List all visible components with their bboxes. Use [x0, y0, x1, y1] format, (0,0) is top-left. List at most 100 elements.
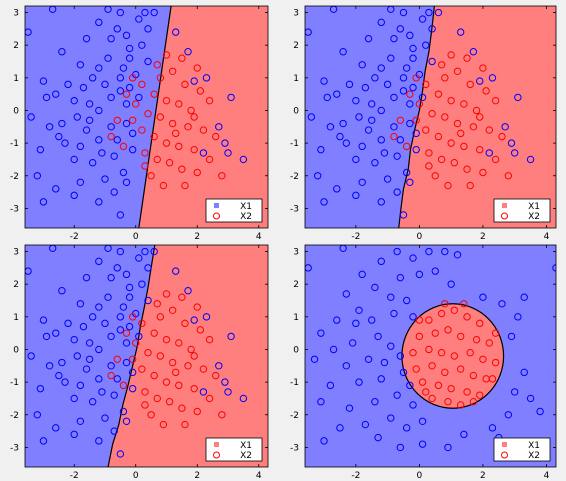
data-point-x1	[199, 149, 208, 157]
data-point-x1	[58, 119, 66, 128]
x-tick-label: 0	[133, 471, 139, 481]
data-point-x1	[135, 15, 143, 23]
data-point-x1	[371, 159, 379, 167]
data-point-x1	[412, 145, 420, 154]
data-point-x1	[326, 381, 335, 390]
data-point-x1	[345, 80, 354, 89]
data-point-x2	[482, 87, 490, 95]
data-point-x2	[422, 388, 430, 396]
legend-marker-x2	[501, 212, 508, 220]
data-point-x2	[415, 100, 424, 108]
data-point-x2	[463, 54, 471, 62]
data-point-x2	[504, 172, 513, 180]
data-point-x1	[125, 293, 134, 301]
y-tick-label: -1	[10, 378, 19, 388]
data-point-x2	[113, 355, 121, 363]
data-point-x1	[79, 322, 88, 331]
data-point-x1	[76, 61, 85, 69]
data-point-x1	[460, 430, 468, 439]
data-point-x2	[479, 64, 487, 72]
legend-box	[493, 437, 551, 462]
data-point-x2	[428, 362, 436, 370]
data-point-x1	[98, 388, 106, 396]
data-point-x1	[95, 375, 103, 383]
data-point-x2	[190, 384, 198, 393]
data-point-x2	[437, 155, 446, 164]
x-tick-label: 2	[194, 471, 200, 481]
legend-marker-x1	[502, 442, 507, 447]
data-point-x2	[425, 162, 433, 170]
data-point-x1	[364, 126, 373, 134]
data-point-x2	[175, 100, 183, 108]
data-point-x1	[116, 8, 125, 17]
data-point-x1	[70, 96, 78, 105]
data-point-x1	[119, 168, 128, 177]
data-point-x1	[110, 391, 118, 399]
data-point-x2	[485, 339, 493, 347]
data-point-x1	[95, 437, 103, 445]
data-point-x2	[159, 420, 168, 429]
data-point-x1	[239, 155, 248, 164]
data-point-x1	[119, 407, 128, 416]
data-point-x2	[437, 349, 446, 357]
data-point-x1	[70, 335, 78, 344]
data-point-x1	[101, 175, 109, 183]
data-point-x1	[361, 420, 370, 429]
data-point-x1	[406, 100, 414, 108]
data-point-x1	[73, 113, 81, 121]
data-point-x1	[358, 178, 366, 186]
data-point-x2	[181, 420, 189, 429]
data-point-x2	[396, 116, 405, 124]
legend-label-x2: X2	[240, 451, 252, 461]
data-point-x1	[116, 313, 125, 321]
data-point-x1	[36, 145, 45, 154]
data-point-x2	[491, 358, 500, 367]
data-point-x1	[95, 257, 103, 266]
data-point-x2	[153, 300, 161, 308]
data-point-x1	[320, 437, 328, 445]
data-point-x2	[181, 319, 189, 328]
data-point-x1	[345, 404, 354, 412]
data-point-x2	[162, 96, 171, 105]
data-point-x1	[485, 149, 493, 157]
data-point-x1	[498, 300, 506, 308]
data-point-x1	[107, 362, 115, 370]
data-point-x1	[409, 401, 417, 409]
data-point-x2	[460, 300, 468, 308]
x-tick-label: 0	[417, 471, 423, 481]
data-point-x2	[447, 139, 455, 147]
data-point-x1	[396, 136, 405, 144]
data-point-x2	[466, 181, 474, 190]
data-point-x1	[441, 247, 449, 256]
data-point-x1	[399, 87, 408, 95]
data-point-x1	[380, 149, 389, 157]
data-point-x1	[479, 293, 487, 301]
data-point-x1	[125, 54, 134, 62]
data-point-x1	[144, 296, 152, 305]
data-point-x1	[409, 54, 417, 62]
x-tick-label: 2	[480, 471, 486, 481]
data-point-x2	[479, 355, 487, 363]
data-point-x1	[122, 119, 131, 128]
data-point-x2	[491, 96, 500, 105]
legend-label-x2: X2	[240, 212, 252, 222]
data-point-x1	[79, 83, 88, 92]
x-tick-label: 0	[417, 232, 423, 242]
data-point-x2	[476, 145, 484, 154]
data-point-x1	[95, 303, 103, 311]
data-point-x2	[472, 106, 481, 115]
legend-marker-x2	[213, 212, 220, 220]
data-point-x1	[428, 25, 436, 33]
data-point-x1	[510, 149, 519, 157]
data-point-x2	[184, 362, 192, 370]
y-tick-label: 1	[293, 313, 299, 323]
data-point-x1	[224, 149, 232, 157]
data-point-x1	[368, 116, 376, 124]
data-point-x1	[119, 64, 128, 72]
data-point-x2	[153, 61, 161, 69]
data-point-x1	[342, 139, 351, 147]
data-point-x1	[507, 332, 516, 341]
data-point-x1	[396, 352, 405, 360]
